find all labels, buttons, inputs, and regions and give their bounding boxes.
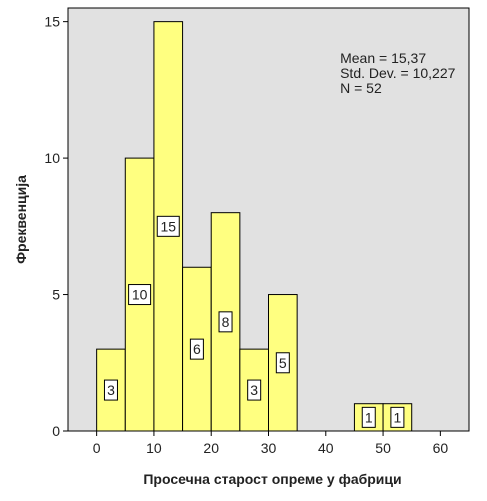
x-tick-label: 10 (146, 440, 162, 456)
x-tick-label: 20 (203, 440, 219, 456)
x-axis-title: Просечна старост опреме у фабрици (143, 471, 401, 487)
bar-value-label: 3 (103, 379, 118, 401)
y-axis-title: Фреквенција (13, 175, 29, 264)
bar-label-box (275, 352, 290, 374)
bar-label-box (103, 379, 118, 401)
bar-value-label: 3 (247, 379, 262, 401)
bar-label-text: 10 (132, 287, 148, 303)
stats-std-dev: Std. Dev. = 10,227 (340, 65, 456, 81)
bar-value-label: 15 (156, 215, 180, 237)
x-tick-label: 30 (261, 440, 277, 456)
bar-label-text: 1 (365, 409, 373, 425)
bar-value-label: 5 (275, 352, 290, 374)
bar-value-label: 1 (390, 406, 405, 428)
bar-labels-layer: 3 10 15 6 8 3 5 1 1 (103, 215, 405, 428)
bar-label-text: 1 (393, 409, 401, 425)
bar-label-box (247, 379, 262, 401)
y-tick-label: 15 (44, 14, 60, 30)
bar-label-box (128, 284, 152, 306)
bar-value-label: 8 (218, 311, 233, 333)
x-tick-label: 40 (318, 440, 334, 456)
bar-value-label: 10 (128, 284, 152, 306)
bar-label-text: 3 (250, 382, 258, 398)
bar-label-text: 5 (279, 355, 287, 371)
bar-label-text: 3 (107, 382, 115, 398)
bar-label-box (361, 406, 376, 428)
bar-value-label: 6 (189, 338, 204, 360)
bar-label-box (156, 215, 180, 237)
bar-label-box (390, 406, 405, 428)
x-tick-label: 50 (375, 440, 391, 456)
y-tick-label: 10 (44, 150, 60, 166)
bar-label-box (189, 338, 204, 360)
x-tick-label: 60 (433, 440, 449, 456)
y-tick-label: 0 (52, 423, 60, 439)
y-tick-label: 5 (52, 287, 60, 303)
bar-label-box (218, 311, 233, 333)
stats-n: N = 52 (340, 80, 382, 96)
x-tick-label: 0 (93, 440, 101, 456)
stats-mean: Mean = 15,37 (340, 50, 426, 66)
bar-label-text: 6 (193, 341, 201, 357)
bar-label-text: 15 (160, 218, 176, 234)
bar-value-label: 1 (361, 406, 376, 428)
bar-label-text: 8 (222, 314, 230, 330)
